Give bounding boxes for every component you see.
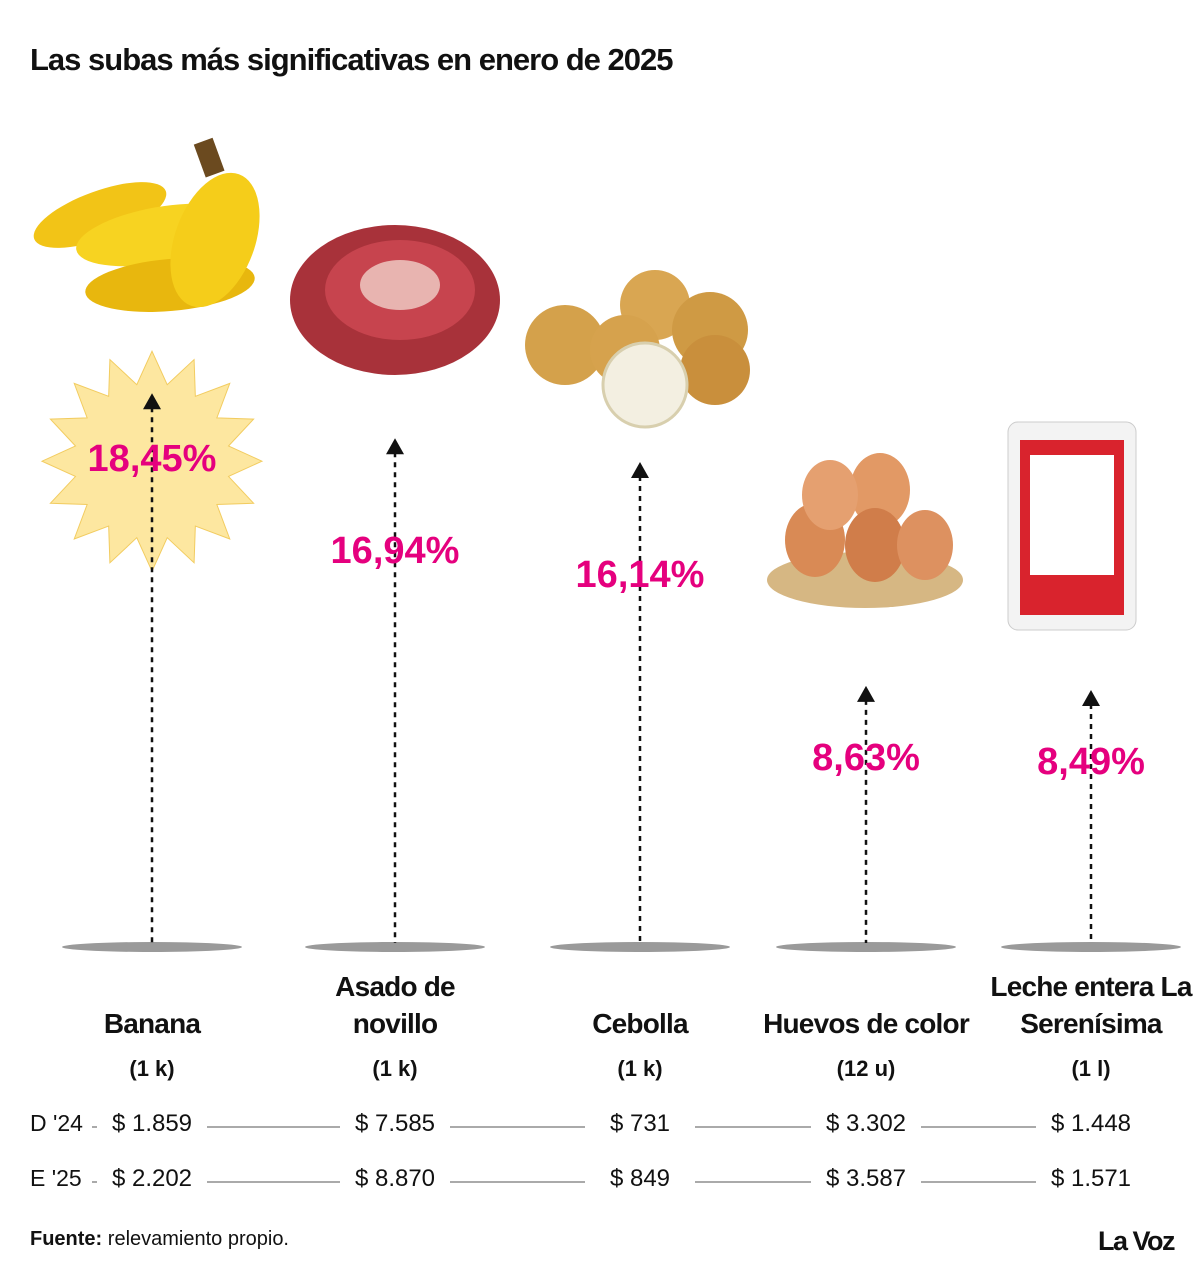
- value-label: 18,45%: [88, 438, 217, 480]
- unit-label: (12 u): [836, 1056, 896, 1081]
- price: $ 849: [609, 1165, 671, 1192]
- base-shadow: [1001, 942, 1181, 952]
- base-shadow: [550, 942, 730, 952]
- arrow-head: [1082, 689, 1100, 706]
- arrow-head: [631, 462, 649, 479]
- source-label: Fuente:: [30, 1228, 103, 1250]
- arrow-head: [143, 393, 161, 410]
- category-label: Cebolla: [592, 1008, 688, 1039]
- price: $ 8.870: [354, 1165, 436, 1192]
- row-label: D '24: [30, 1110, 83, 1136]
- banana-image: [33, 137, 260, 312]
- unit-label: (1 l): [1071, 1056, 1111, 1081]
- source-text: relevamiento propio.: [107, 1228, 289, 1250]
- title: Las subas más significativas en enero de…: [30, 42, 673, 77]
- price: $ 7.585: [354, 1110, 436, 1137]
- value-label: 8,49%: [1037, 741, 1145, 783]
- price: $ 1.571: [1050, 1165, 1132, 1192]
- unit-label: (1 k): [129, 1056, 175, 1081]
- value-label: 8,63%: [812, 737, 920, 779]
- unit-label: (1 k): [372, 1056, 418, 1081]
- arrow-head: [386, 438, 404, 455]
- milk-image: [1007, 421, 1137, 631]
- price: $ 2.202: [111, 1165, 193, 1192]
- base-shadow: [305, 942, 485, 952]
- category-label: Leche entera La Serenísima: [990, 971, 1192, 1039]
- source: Fuente: relevamiento propio.: [30, 1228, 289, 1251]
- meat-image: [290, 225, 500, 375]
- brand: La Voz: [1097, 1226, 1176, 1256]
- arrow-head: [857, 685, 875, 702]
- price: $ 1.448: [1050, 1110, 1132, 1137]
- price: $ 731: [609, 1110, 671, 1137]
- base-shadow: [62, 942, 242, 952]
- price: $ 1.859: [111, 1110, 193, 1137]
- value-label: 16,94%: [331, 530, 460, 572]
- category-label: Huevos de color: [763, 1008, 970, 1039]
- row-label: E '25: [30, 1165, 82, 1191]
- unit-label: (1 k): [617, 1056, 663, 1081]
- eggs-image: [767, 453, 963, 608]
- price: $ 3.302: [825, 1110, 907, 1137]
- onion-image: [525, 270, 750, 429]
- category-label: Asado de novillo: [335, 971, 455, 1039]
- value-label: 16,14%: [576, 554, 705, 596]
- base-shadow: [776, 942, 956, 952]
- category-label: Banana: [103, 1008, 201, 1039]
- price: $ 3.587: [825, 1165, 907, 1192]
